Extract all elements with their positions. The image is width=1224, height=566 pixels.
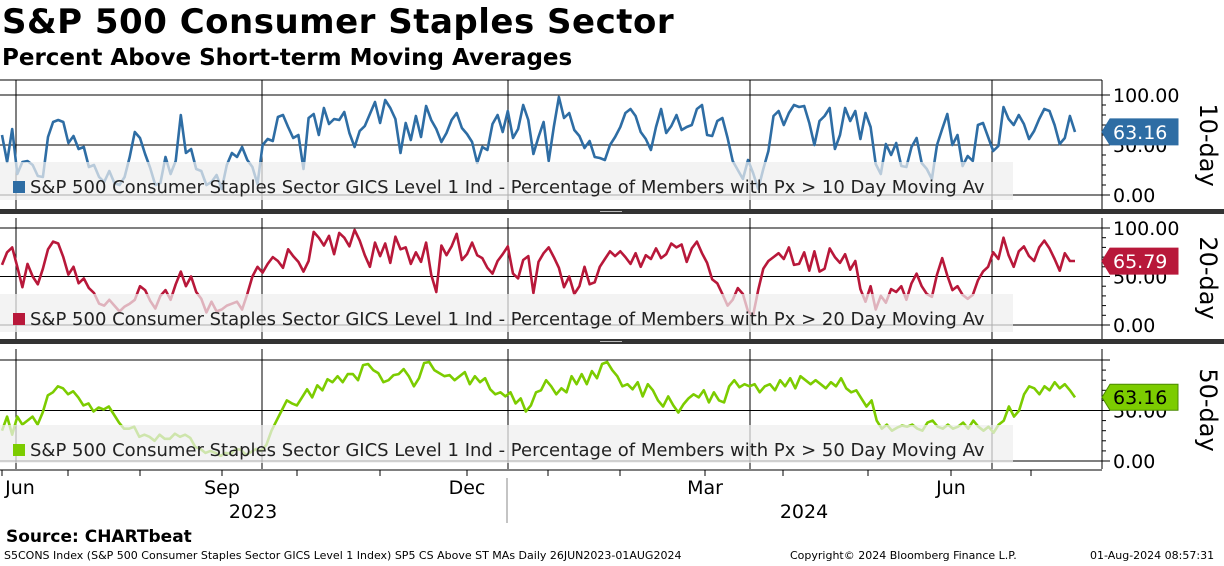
chart-title: S&P 500 Consumer Staples Sector	[2, 2, 675, 42]
panel-10-day-last-value-marker	[1101, 118, 1179, 146]
panel-20-day-last-value-marker	[1101, 247, 1179, 275]
panel-50-day-y-tick-label: 0.00	[1113, 451, 1155, 473]
x-tick-label: Jun	[4, 477, 35, 499]
x-tick-label: Mar	[687, 477, 723, 499]
timestamp: 01-Aug-2024 08:57:31	[1090, 549, 1215, 562]
panel-20-day-legend-swatch	[13, 313, 25, 325]
index-info: S5CONS Index (S&P 500 Consumer Staples S…	[4, 549, 682, 562]
chart-subtitle: Percent Above Short-term Moving Averages	[2, 45, 573, 71]
chart-panels: S&P 500 Consumer Staples Sector GICS Lev…	[0, 79, 1224, 473]
panel-20-day-series-line	[0, 228, 1075, 317]
panel-10-day-legend-text: S&P 500 Consumer Staples Sector GICS Lev…	[30, 177, 985, 198]
panel-50-day-side-label: 50-day	[1194, 368, 1222, 451]
panel-10-day-y-tick-label: 100.00	[1113, 85, 1179, 107]
x-tick-label: Sep	[204, 477, 240, 499]
x-tick-label: Dec	[449, 477, 486, 499]
panel-10-day-legend-box	[0, 162, 1013, 200]
copyright: Copyright© 2024 Bloomberg Finance L.P.	[790, 549, 1017, 562]
panel-10-day-last-value-label: 63.16	[1113, 122, 1167, 144]
x-tick-label: Jun	[935, 477, 966, 499]
panel-10-day-series-line	[0, 95, 1077, 191]
panel-50-day-last-value-marker	[1101, 383, 1179, 411]
panel-10-day-y-tick-label: 0.00	[1113, 185, 1155, 207]
panel-50-day-legend-box	[0, 425, 1013, 463]
panel-20-day-last-value-label: 65.79	[1113, 251, 1167, 273]
panel-10-day-side-label: 10-day	[1194, 103, 1222, 186]
panel-50-day-legend-text: S&P 500 Consumer Staples Sector GICS Lev…	[30, 440, 985, 461]
source-label: Source: CHARTbeat	[6, 527, 192, 547]
panel-50-day-legend-swatch	[13, 444, 25, 456]
panel-20-day-side-label: 20-day	[1194, 236, 1222, 319]
panel-10-day-legend-swatch	[13, 181, 25, 193]
panel-20-day-legend-box	[0, 294, 1013, 332]
year-label: 2024	[780, 501, 828, 523]
panel-20-day-legend-text: S&P 500 Consumer Staples Sector GICS Lev…	[30, 309, 985, 330]
panel-20-day-y-tick-label: 100.00	[1113, 218, 1179, 240]
panel-50-day-last-value-label: 63.16	[1113, 387, 1167, 409]
year-label: 2023	[229, 501, 277, 523]
x-axis: Jun Sep Dec Mar Jun 2023 2024	[0, 469, 1102, 523]
panel-20-day-y-tick-label: 0.00	[1113, 315, 1155, 337]
